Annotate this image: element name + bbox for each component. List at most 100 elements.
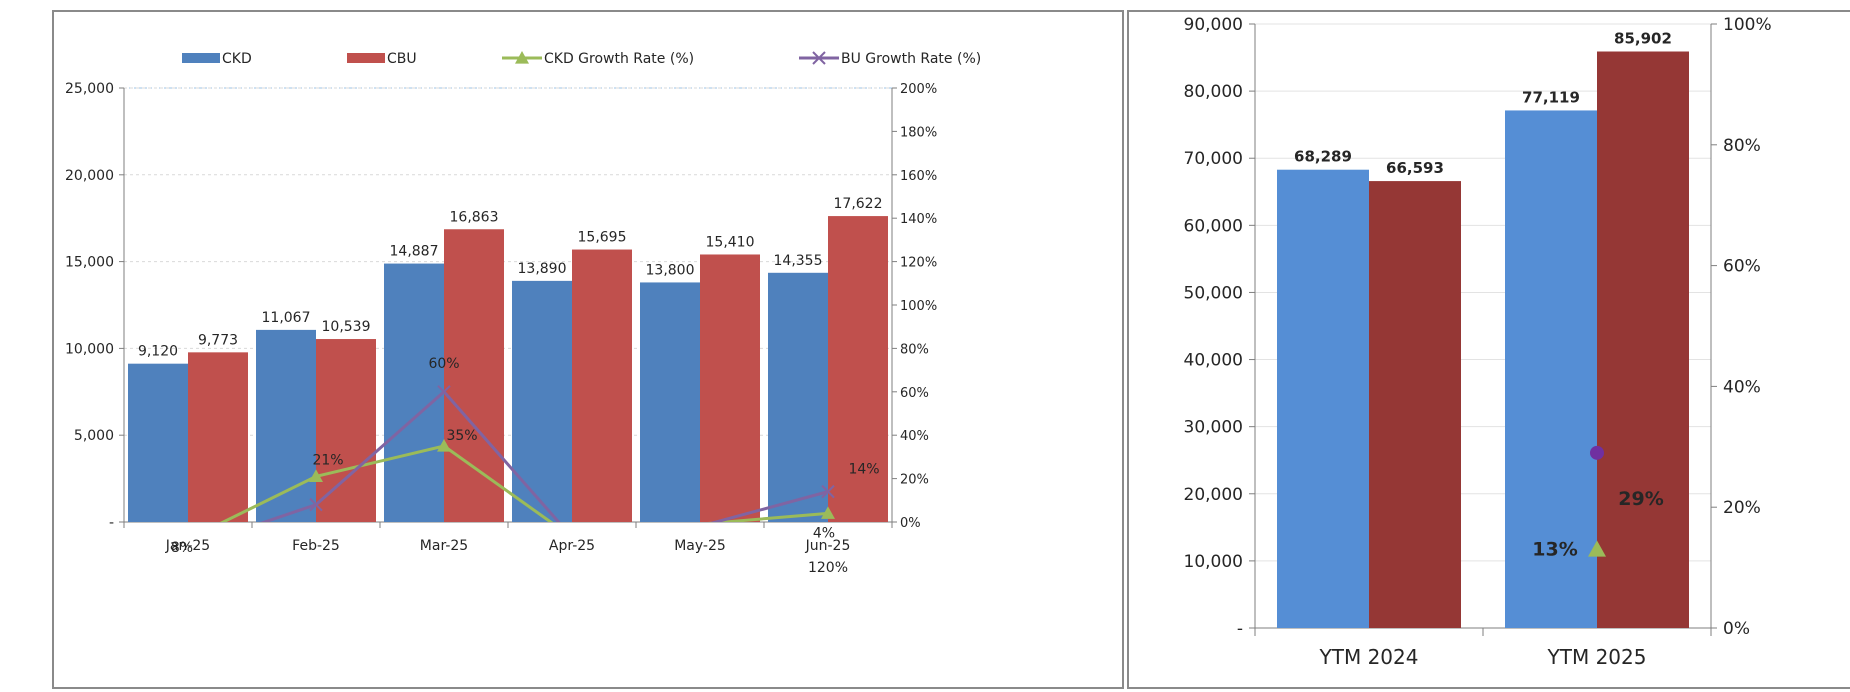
growth-marker-circle	[1590, 445, 1604, 460]
bar-data-label: 17,622	[834, 196, 883, 212]
line-marker-triangle	[821, 506, 835, 519]
bar-cbu	[572, 249, 632, 523]
y-left-tick-label: 80,000	[1184, 82, 1243, 102]
x-tick-label: Mar-25	[420, 538, 468, 554]
y-right-tick-label: 0%	[1723, 619, 1750, 639]
y-left-tick-label: 40,000	[1184, 351, 1243, 371]
y-left-tick-label: 30,000	[1184, 418, 1243, 438]
x-tick-label: May-25	[674, 538, 726, 554]
y-right-tick-label: 60%	[900, 386, 929, 401]
y-right-tick-label: 20%	[1723, 498, 1761, 518]
y-right-tick-label: 140%	[900, 212, 937, 227]
y-right-tick-label: 100%	[1723, 15, 1772, 35]
line-data-label: 8%	[171, 540, 193, 556]
legend-label: CBU	[387, 51, 417, 67]
y-right-tick-label: 160%	[900, 169, 937, 184]
extra-label: 120%	[808, 560, 848, 576]
line-data-label: 14%	[848, 462, 879, 478]
ytm-chart-panel: - 10,000 20,000 30,000 40,000 50,000 60,000 70,…	[1127, 10, 1850, 689]
growth-label: 13%	[1532, 538, 1577, 560]
bar-data-label: 13,890	[518, 261, 567, 277]
bar-data-label: 9,773	[198, 332, 238, 348]
legend-marker-x	[812, 51, 826, 65]
y-left-tick-label: 90,000	[1184, 15, 1243, 35]
bar-ytm-series-1	[1597, 51, 1689, 628]
monthly-chart-panel: - 5,000 10,000 15,000 20,000 25,000 0% 20% 40% 60…	[52, 10, 1124, 689]
bar-data-label: 9,120	[138, 344, 178, 360]
y-left-tick-label: 60,000	[1184, 216, 1243, 236]
y-left-tick-label: 15,000	[65, 255, 114, 271]
x-tick-label: Apr-25	[549, 538, 595, 554]
line-data-label: 21%	[312, 452, 343, 468]
bar-cbu	[700, 254, 760, 522]
y-right-tick-label: 60%	[1723, 257, 1761, 277]
legend-label: CKD Growth Rate (%)	[544, 51, 694, 67]
y-right-tick-label: 100%	[900, 299, 937, 314]
y-right-tick-label: 180%	[900, 125, 937, 140]
bar-ckd	[512, 280, 572, 522]
y-left-tick-label: 25,000	[65, 81, 114, 97]
legend-label: BU Growth Rate (%)	[841, 51, 981, 67]
bar-cbu	[444, 229, 504, 523]
y-left-tick-label: 5,000	[74, 428, 114, 444]
y-left-tick-label: 10,000	[1184, 552, 1243, 572]
y-left-tick-label: 70,000	[1184, 149, 1243, 169]
ytm-chart: - 10,000 20,000 30,000 40,000 50,000 60,000 70,…	[1184, 15, 1772, 669]
bar-ytm-series-0	[1505, 110, 1597, 629]
bar-data-label: 15,695	[578, 230, 627, 246]
line-data-label: 4%	[813, 525, 835, 541]
line-data-label: 60%	[428, 356, 459, 372]
y-right-tick-label: 200%	[900, 82, 937, 97]
bar-cbu	[828, 216, 888, 522]
y-left-tick-label: 20,000	[65, 168, 114, 184]
bar-data-label: 85,902	[1614, 30, 1672, 48]
line-marker-triangle	[437, 439, 451, 452]
bar-data-label: 16,863	[450, 209, 499, 225]
bar-ckd	[128, 363, 188, 522]
bar-ytm-series-1	[1369, 181, 1461, 628]
x-tick-label: YTM 2025	[1547, 645, 1647, 669]
bar-ckd	[768, 272, 828, 522]
y-right-tick-label: 20%	[900, 473, 929, 488]
growth-marker-triangle	[1588, 540, 1606, 557]
y-left-tick-label: 10,000	[65, 341, 114, 357]
x-tick-label: YTM 2024	[1319, 645, 1419, 669]
bar-data-label: 77,119	[1522, 88, 1580, 106]
bar-ytm-series-0	[1277, 169, 1369, 628]
y-right-tick-label: 80%	[900, 342, 929, 357]
x-tick-label: Jun-25	[805, 538, 851, 554]
y-left-tick-label: 50,000	[1184, 283, 1243, 303]
bar-cbu	[188, 352, 248, 522]
legend-swatch	[182, 53, 220, 63]
legend-marker-triangle	[515, 51, 529, 64]
legend-label: CKD	[222, 51, 252, 67]
growth-label: 29%	[1618, 488, 1663, 510]
y-right-tick-label: 80%	[1723, 136, 1761, 156]
y-left-tick-label: 20,000	[1184, 485, 1243, 505]
bar-data-label: 13,800	[646, 262, 695, 278]
legend-swatch	[347, 53, 385, 63]
monthly-chart: - 5,000 10,000 15,000 20,000 25,000 0% 20% 40% 60…	[65, 51, 981, 576]
line-marker-x	[437, 385, 451, 399]
x-tick-label: Jan-25	[165, 538, 210, 554]
bar-data-label: 14,887	[390, 244, 439, 260]
y-right-tick-label: 0%	[900, 516, 921, 531]
y-left-tick-label: -	[109, 515, 114, 531]
bar-data-label: 15,410	[706, 234, 755, 250]
y-right-tick-label: 40%	[1723, 377, 1761, 397]
line-marker-x	[309, 497, 323, 512]
line-marker-triangle	[309, 469, 323, 483]
y-right-tick-label: 40%	[900, 429, 929, 444]
bar-data-label: 11,067	[262, 310, 311, 326]
bar-ckd	[384, 263, 444, 522]
bar-data-label: 68,289	[1294, 148, 1352, 166]
bar-data-label: 14,355	[774, 253, 823, 269]
line-ckd-growth	[219, 444, 829, 522]
line-data-label: 35%	[446, 428, 477, 444]
bar-ckd	[256, 329, 316, 522]
x-tick-label: Feb-25	[292, 538, 340, 554]
bar-cbu	[316, 339, 376, 522]
line-bu-growth	[260, 389, 829, 522]
line-marker-x	[821, 484, 835, 499]
y-left-tick-label: -	[1237, 619, 1243, 639]
